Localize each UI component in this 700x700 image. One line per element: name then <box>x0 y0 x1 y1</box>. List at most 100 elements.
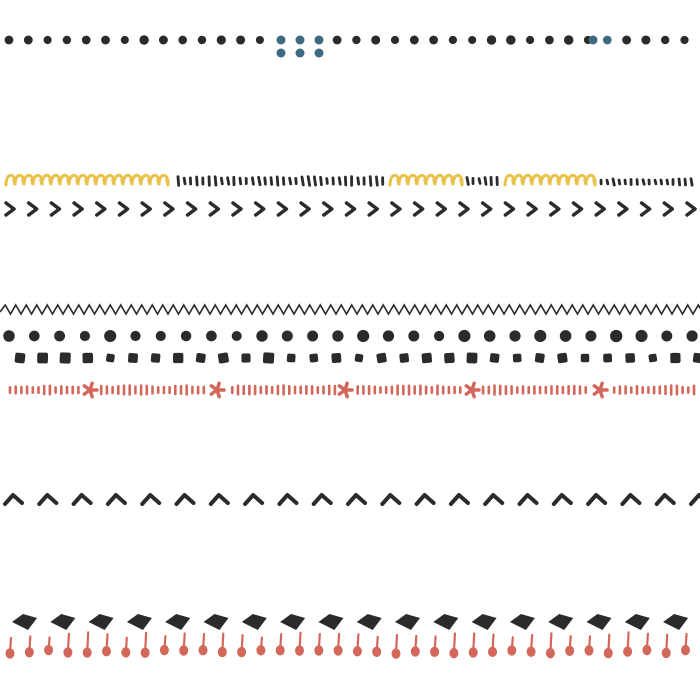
row-diamonds-with-drops <box>5 614 690 659</box>
square-dot <box>105 353 115 363</box>
diamond <box>50 614 76 630</box>
diamond <box>663 614 689 630</box>
drop <box>314 645 324 656</box>
chevron-right <box>480 201 493 217</box>
chevron-up <box>414 493 436 506</box>
chevron-right <box>526 201 538 217</box>
row-red-dashes-with-asterisks <box>8 381 696 399</box>
chevron-up <box>243 493 265 506</box>
chevron-right <box>344 201 357 217</box>
chevron-right <box>435 201 448 217</box>
asterisk-icon <box>464 381 481 399</box>
dot <box>448 35 458 45</box>
dot <box>352 35 361 45</box>
diamond <box>12 614 37 630</box>
dot <box>104 329 117 343</box>
dot <box>120 35 129 45</box>
dot <box>660 35 670 45</box>
dot <box>255 35 264 45</box>
drop <box>82 647 92 658</box>
chevron-up <box>448 493 470 506</box>
chevron-right <box>208 201 221 217</box>
dot <box>468 35 477 45</box>
chevron-right <box>322 201 334 217</box>
dash <box>288 176 293 186</box>
dot <box>180 330 192 342</box>
chevron-right <box>662 201 675 217</box>
blue-dot <box>276 48 286 58</box>
dot <box>332 330 344 342</box>
dot <box>62 35 72 45</box>
asterisk-icon <box>337 381 354 399</box>
chevron-up <box>551 493 573 506</box>
drop <box>584 645 594 656</box>
dot <box>101 35 110 45</box>
blue-dot <box>295 48 305 58</box>
row-up-chevrons <box>3 493 700 506</box>
dash <box>677 177 682 187</box>
dash <box>465 176 470 186</box>
chevron-right <box>549 201 561 217</box>
chevron-right <box>299 201 311 217</box>
square-dot <box>444 352 455 364</box>
drop <box>391 648 401 659</box>
drop <box>179 645 189 656</box>
dot <box>509 330 521 342</box>
square-dot <box>37 352 49 364</box>
dot <box>545 35 554 45</box>
dash <box>483 176 488 186</box>
drop <box>140 647 150 658</box>
chevron-up <box>140 493 162 506</box>
dash <box>665 178 670 186</box>
diamond <box>471 614 497 630</box>
square-dot <box>466 352 478 364</box>
dot <box>231 330 242 342</box>
chevron-right <box>49 201 62 217</box>
dot <box>602 35 612 45</box>
row-yellow-loops-and-dashes <box>4 173 694 187</box>
drop <box>603 647 613 659</box>
square-dot <box>692 352 700 364</box>
asterisk-icon <box>592 381 609 399</box>
chevron-right <box>276 201 289 217</box>
dot <box>81 35 91 45</box>
chevron-up <box>586 493 608 506</box>
square-dot <box>376 352 387 364</box>
zigzag-line <box>0 303 700 316</box>
dot <box>429 35 438 45</box>
chevron-right <box>571 201 584 217</box>
dash <box>257 175 262 187</box>
drop <box>352 646 362 657</box>
chevron-right <box>26 201 39 217</box>
dot <box>680 35 689 45</box>
square-dot <box>286 353 296 363</box>
yellow-loop <box>4 173 170 187</box>
square-dot <box>648 353 658 363</box>
drop <box>333 645 343 656</box>
square-dot <box>195 353 206 363</box>
drop <box>661 647 671 659</box>
dot <box>3 330 15 342</box>
drop <box>410 646 420 657</box>
dash <box>182 176 187 186</box>
dot <box>54 330 66 342</box>
dot <box>139 35 149 45</box>
chevron-right <box>4 201 16 217</box>
dot <box>43 35 52 45</box>
drop <box>256 645 266 656</box>
chevron-right <box>72 201 84 217</box>
diamond <box>548 614 574 630</box>
dot <box>458 329 471 343</box>
dot <box>622 35 632 45</box>
dash <box>653 178 658 186</box>
drop <box>63 647 73 658</box>
yellow-loop <box>388 173 464 187</box>
drop <box>545 647 555 659</box>
dot <box>155 330 166 342</box>
square-dot <box>217 352 229 364</box>
dot <box>534 329 547 343</box>
dash <box>238 176 243 186</box>
chevron-right <box>95 201 107 217</box>
dash <box>300 175 305 187</box>
